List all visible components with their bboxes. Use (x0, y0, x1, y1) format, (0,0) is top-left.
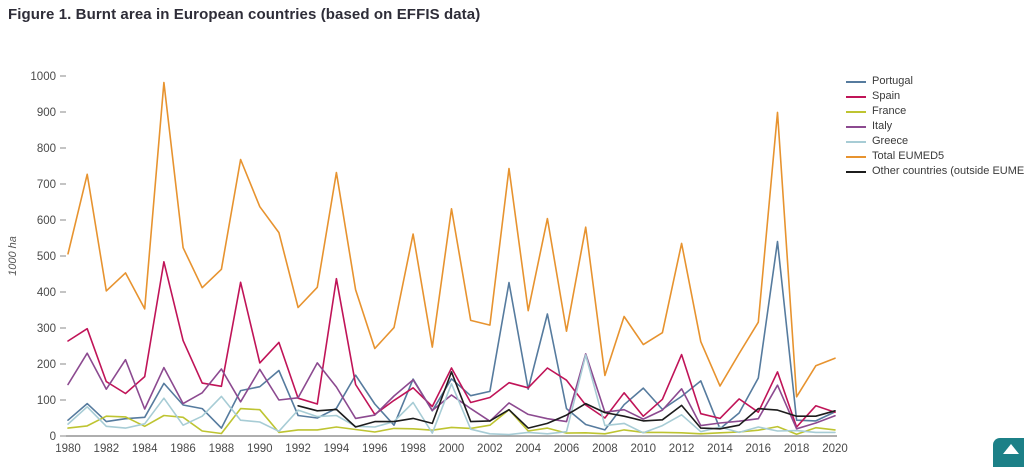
legend-label: Spain (872, 90, 901, 102)
legend-label: Portugal (872, 75, 913, 87)
x-tick-label: 1982 (94, 443, 120, 455)
chart-legend: Portugal Spain France Italy Greece Total EUME… (846, 74, 1024, 179)
arrow-up-icon (1003, 444, 1019, 454)
legend-label: Other countries (outside EUMED5) (872, 165, 1024, 177)
x-tick-label: 1996 (362, 443, 388, 455)
x-tick-label: 1988 (209, 443, 235, 455)
x-tick-label: 1994 (324, 443, 350, 455)
chart-line-spain (67, 261, 836, 428)
y-tick-label: 400 (37, 287, 56, 299)
x-tick-label: 2016 (746, 443, 772, 455)
y-tick-label: 100 (37, 395, 56, 407)
legend-item-france[interactable]: France (846, 104, 1024, 119)
legend-swatch (846, 170, 866, 173)
y-tick-label: 600 (37, 215, 56, 227)
x-tick-label: 1986 (170, 443, 196, 455)
legend-label: France (872, 105, 907, 117)
x-tick-label: 1984 (132, 443, 158, 455)
x-tick-label: 2014 (707, 443, 733, 455)
scroll-to-top-button[interactable] (993, 438, 1024, 467)
chart-canvas: 0 100 200 300 400 500 600 700 800 900 1000 1000 ha 1… (7, 71, 848, 455)
legend-item-spain[interactable]: Spain (846, 89, 1024, 104)
legend-item-portugal[interactable]: Portugal (846, 74, 1024, 89)
legend-label: Total EUMED5 (872, 150, 945, 162)
y-axis-label: 1000 ha (7, 236, 19, 276)
x-tick-label: 2010 (630, 443, 656, 455)
legend-swatch (846, 125, 866, 128)
burnt-area-chart: 0 100 200 300 400 500 600 700 800 900 1000 1000 ha 1… (0, 58, 1024, 458)
chart-line-france (67, 407, 836, 435)
x-tick-label: 1998 (400, 443, 426, 455)
legend-swatch (846, 155, 866, 158)
y-tick-label: 300 (37, 323, 56, 335)
x-tick-label: 1992 (285, 443, 311, 455)
chart-line-total-eumed5 (67, 81, 836, 398)
legend-swatch (846, 140, 866, 143)
legend-swatch (846, 110, 866, 113)
chart-line-italy (67, 352, 836, 430)
y-tick-label: 900 (37, 107, 56, 119)
legend-item-other-countries-outside-eumed5[interactable]: Other countries (outside EUMED5) (846, 164, 1024, 179)
x-tick-label: 2000 (439, 443, 465, 455)
legend-item-total-eumed5[interactable]: Total EUMED5 (846, 149, 1024, 164)
chart-line-greece (67, 354, 836, 436)
x-tick-label: 1980 (55, 443, 81, 455)
chart-line-other-countries-outside-eumed5 (297, 371, 836, 430)
x-tick-label: 2006 (554, 443, 580, 455)
x-tick-label: 2008 (592, 443, 618, 455)
legend-item-italy[interactable]: Italy (846, 119, 1024, 134)
legend-swatch (846, 95, 866, 98)
figure-title: Figure 1. Burnt area in European countri… (8, 6, 481, 23)
legend-item-greece[interactable]: Greece (846, 134, 1024, 149)
x-tick-label: 2012 (669, 443, 695, 455)
legend-swatch (846, 80, 866, 83)
legend-label: Greece (872, 135, 909, 147)
legend-label: Italy (872, 120, 893, 132)
x-tick-label: 2020 (822, 443, 848, 455)
y-tick-label: 0 (50, 431, 56, 443)
y-tick-label: 200 (37, 359, 56, 371)
y-tick-label: 1000 (30, 71, 56, 83)
x-tick-label: 2002 (477, 443, 503, 455)
y-tick-label: 800 (37, 143, 56, 155)
y-tick-label: 700 (37, 179, 56, 191)
x-tick-label: 2004 (515, 443, 541, 455)
y-tick-label: 500 (37, 251, 56, 263)
x-tick-label: 1990 (247, 443, 273, 455)
x-tick-label: 2018 (784, 443, 810, 455)
chart-line-portugal (67, 240, 836, 431)
